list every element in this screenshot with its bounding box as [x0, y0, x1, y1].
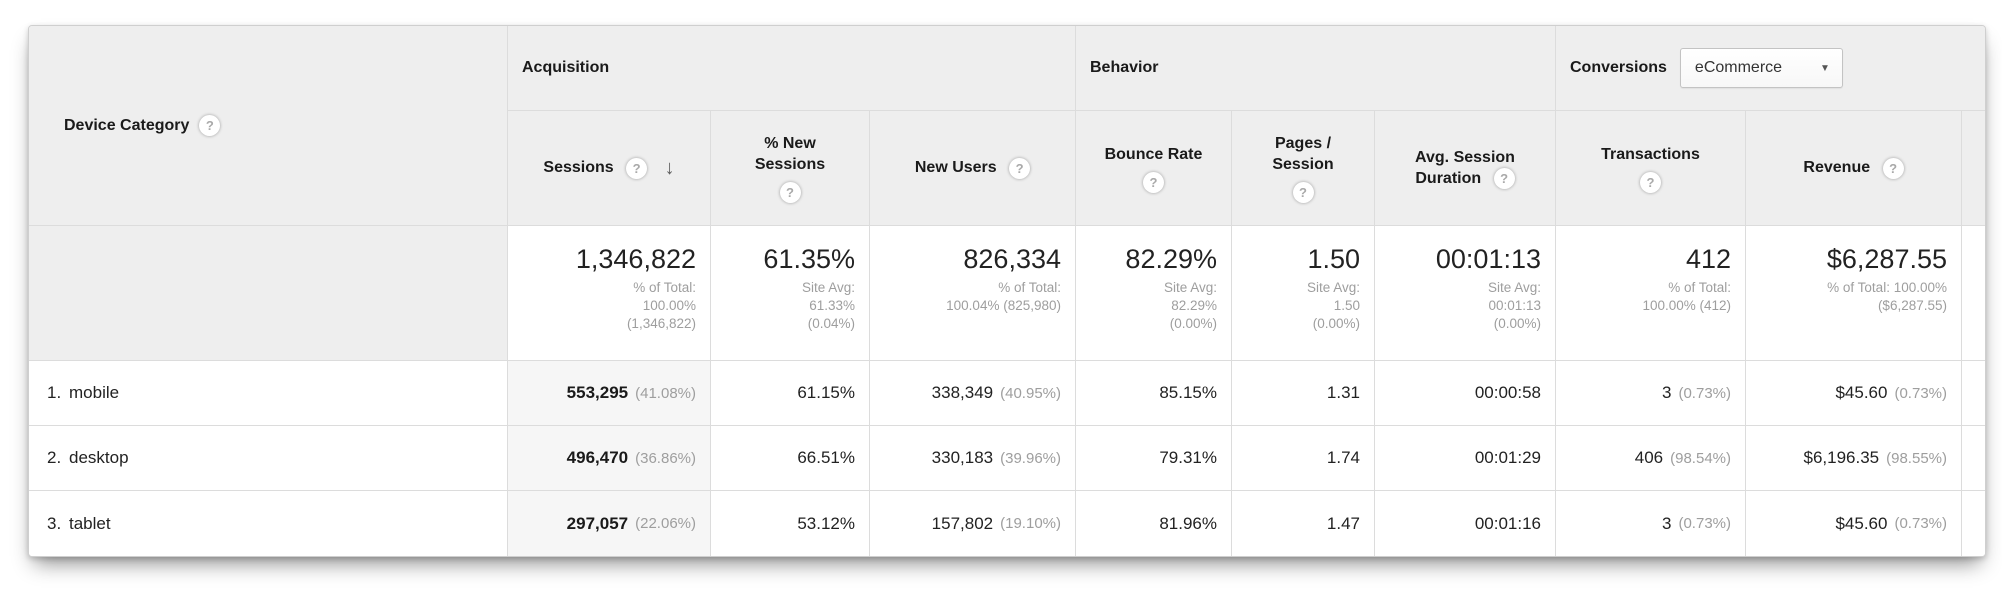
pct-new-sessions-cell: 61.15% [710, 361, 869, 426]
pages-session-cell: 1.31 [1231, 361, 1374, 426]
report-table-card: Device Category ? Acquisition Behavior C… [28, 25, 1986, 557]
summary-bounce-rate: 82.29% Site Avg: 82.29% (0.00%) [1075, 226, 1231, 361]
sessions-cell: 496,470 (36.86%) [507, 426, 710, 491]
avg-session-duration-cell: 00:01:29 [1374, 426, 1555, 491]
revenue-cell: $6,196.35 (98.55%) [1745, 426, 1961, 491]
column-header-device-category[interactable]: Device Category ? [29, 26, 507, 226]
transactions-cell: 3 (0.73%) [1555, 361, 1745, 426]
help-icon[interactable]: ? [199, 115, 221, 136]
revenue-cell: $45.60 (0.73%) [1745, 361, 1961, 426]
help-icon[interactable]: ? [1292, 182, 1314, 203]
column-header-transactions[interactable]: Transactions ? [1555, 111, 1745, 226]
pct-new-sessions-cell: 66.51% [710, 426, 869, 491]
row-gutter [1961, 491, 1985, 556]
help-icon[interactable]: ? [779, 182, 801, 203]
group-header-behavior: Behavior [1075, 26, 1555, 111]
chevron-down-icon: ▼ [1820, 62, 1830, 74]
row-index: 1. [47, 383, 62, 402]
device-category-header-label: Device Category [64, 116, 190, 134]
header-gutter [1961, 111, 1985, 226]
summary-revenue: $6,287.55 % of Total: 100.00% ($6,287.55… [1745, 226, 1961, 361]
group-header-conversions: Conversions eCommerce ▼ [1555, 26, 1985, 111]
summary-sessions: 1,346,822 % of Total: 100.00% (1,346,822… [507, 226, 710, 361]
sessions-cell: 297,057 (22.06%) [507, 491, 710, 556]
summary-gutter [1961, 226, 1985, 361]
bounce-rate-cell: 79.31% [1075, 426, 1231, 491]
avg-session-duration-cell: 00:01:16 [1374, 491, 1555, 556]
help-icon[interactable]: ? [1640, 171, 1661, 193]
table-row-dimension: 1. mobile [29, 361, 507, 426]
new-users-cell: 330,183 (39.96%) [869, 426, 1075, 491]
column-header-pages-session[interactable]: Pages / Session ? [1231, 111, 1374, 226]
pages-session-cell: 1.74 [1231, 426, 1374, 491]
new-users-cell: 157,802 (19.10%) [869, 491, 1075, 556]
bounce-rate-cell: 85.15% [1075, 361, 1231, 426]
summary-avg-session-duration: 00:01:13 Site Avg: 00:01:13 (0.00%) [1374, 226, 1555, 361]
conversions-goal-dropdown-value: eCommerce [1694, 59, 1783, 76]
transactions-cell: 406 (98.54%) [1555, 426, 1745, 491]
summary-pct-new-sessions: 61.35% Site Avg: 61.33% (0.04%) [710, 226, 869, 361]
device-label[interactable]: desktop [69, 448, 129, 467]
column-header-revenue[interactable]: Revenue ? [1745, 111, 1961, 226]
help-icon[interactable]: ? [1009, 157, 1031, 179]
help-icon[interactable]: ? [1882, 157, 1904, 179]
sessions-cell: 553,295 (41.08%) [507, 361, 710, 426]
transactions-cell: 3 (0.73%) [1555, 491, 1745, 556]
row-index: 2. [47, 448, 62, 467]
summary-transactions: 412 % of Total: 100.00% (412) [1555, 226, 1745, 361]
help-icon[interactable]: ? [1143, 171, 1164, 193]
device-category-table: Device Category ? Acquisition Behavior C… [29, 26, 1985, 556]
sort-descending-icon[interactable]: ↓ [664, 156, 675, 179]
column-header-avg-session-duration[interactable]: Avg. Session Duration ? [1374, 111, 1555, 226]
pages-session-cell: 1.47 [1231, 491, 1374, 556]
group-header-acquisition: Acquisition [507, 26, 1075, 111]
summary-pages-session: 1.50 Site Avg: 1.50 (0.00%) [1231, 226, 1374, 361]
summary-new-users: 826,334 % of Total: 100.04% (825,980) [869, 226, 1075, 361]
device-label[interactable]: mobile [69, 383, 120, 402]
avg-session-duration-cell: 00:00:58 [1374, 361, 1555, 426]
revenue-cell: $45.60 (0.73%) [1745, 491, 1961, 556]
summary-dimension-cell [29, 226, 507, 361]
table-row-dimension: 3. tablet [29, 491, 507, 556]
row-index: 3. [47, 513, 62, 533]
column-header-pct-new-sessions[interactable]: % New Sessions ? [710, 111, 869, 226]
column-header-bounce-rate[interactable]: Bounce Rate ? [1075, 111, 1231, 226]
conversions-goal-dropdown[interactable]: eCommerce ▼ [1679, 48, 1843, 88]
device-label[interactable]: tablet [69, 513, 111, 533]
row-gutter [1961, 361, 1985, 426]
new-users-cell: 338,349 (40.95%) [869, 361, 1075, 426]
bounce-rate-cell: 81.96% [1075, 491, 1231, 556]
row-gutter [1961, 426, 1985, 491]
help-icon[interactable]: ? [1493, 168, 1515, 190]
help-icon[interactable]: ? [626, 157, 648, 179]
table-row-dimension: 2. desktop [29, 426, 507, 491]
column-header-sessions[interactable]: Sessions ? ↓ [507, 111, 710, 226]
column-header-new-users[interactable]: New Users ? [869, 111, 1075, 226]
pct-new-sessions-cell: 53.12% [710, 491, 869, 556]
